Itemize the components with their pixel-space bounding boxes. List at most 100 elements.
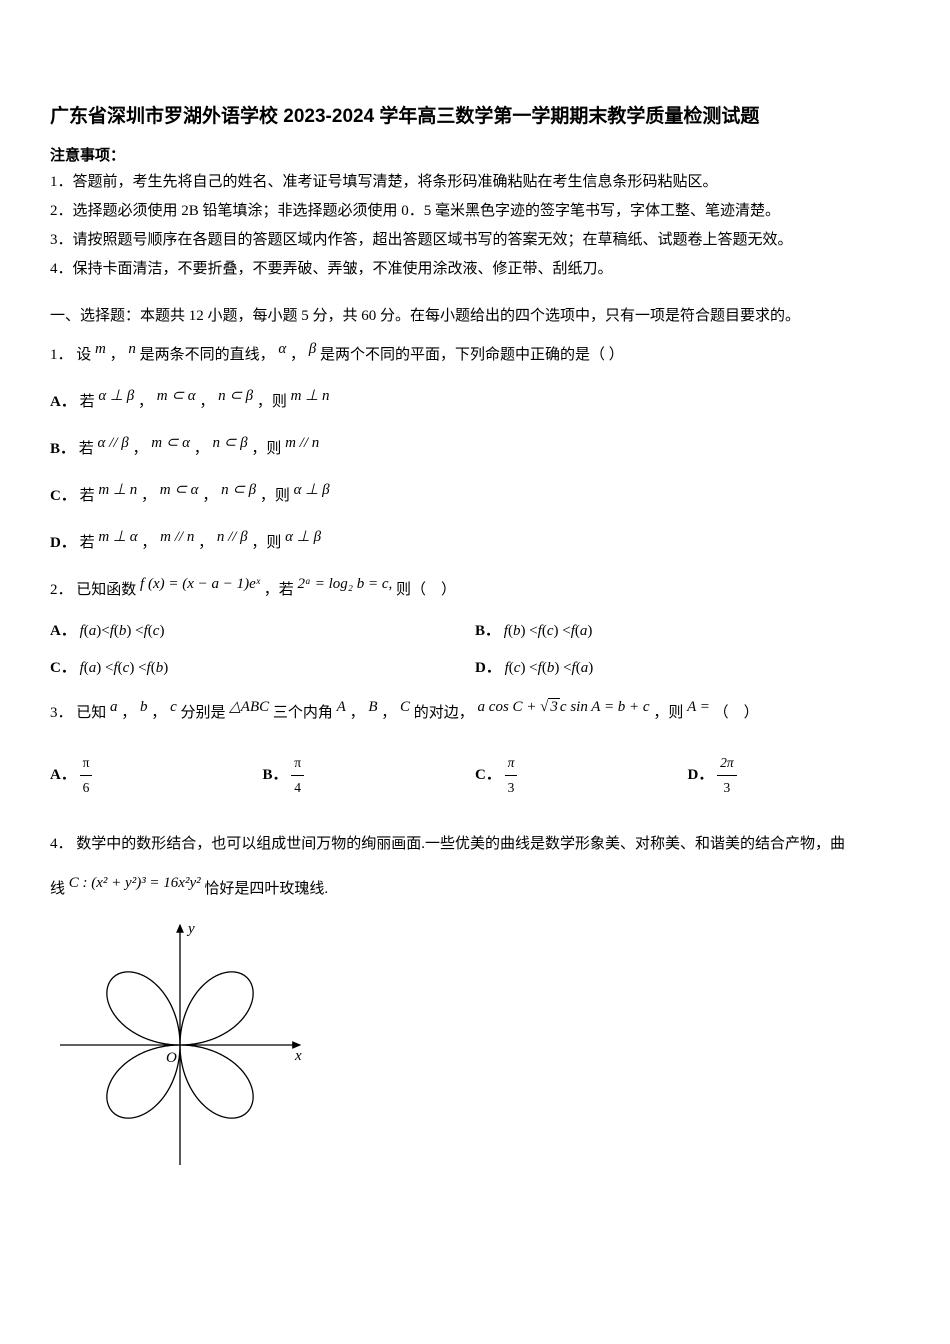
q3-equation: a cos C + √3c sin A = b + c bbox=[478, 699, 654, 715]
q3-text: ，则 bbox=[653, 705, 683, 721]
option-result: m ⊥ n bbox=[291, 388, 330, 404]
option-prefix: 若 bbox=[80, 535, 95, 551]
q3-paren: （ ） bbox=[714, 705, 759, 721]
q1-prefix: 设 bbox=[76, 347, 91, 363]
notice-item: 3．请按照题号顺序在各题目的答题区域内作答，超出答题区域书写的答案无效；在草稿纸… bbox=[50, 227, 900, 254]
option-label: B． bbox=[475, 623, 500, 639]
option-label: C． bbox=[50, 488, 76, 504]
option-sep: ， bbox=[198, 535, 213, 551]
section-1-header: 一、选择题：本题共 12 小题，每小题 5 分，共 60 分。在每小题给出的四个… bbox=[50, 303, 900, 330]
option-sep: ， bbox=[194, 441, 209, 457]
q1-sep: ， bbox=[290, 347, 305, 363]
q1-var-m: m bbox=[95, 341, 106, 357]
q2-cond: 2ᵃ = log₂ b = c, bbox=[298, 576, 393, 592]
q2-option-a: A． f(a)<f(b) <f(c) bbox=[50, 618, 475, 645]
q3-var: B bbox=[368, 699, 377, 715]
q4-curve: C : (x² + y²)³ = 16x²y² bbox=[69, 875, 201, 891]
question-1: 1． 设 m ， n 是两条不同的直线， α ， β 是两个不同的平面，下列命题… bbox=[50, 342, 900, 369]
option-cond: α // β bbox=[98, 435, 129, 451]
q2-sep: ，若 bbox=[264, 582, 294, 598]
option-sep: ， bbox=[199, 394, 214, 410]
fraction: π 3 bbox=[505, 751, 518, 801]
q3-option-b: B． π 4 bbox=[263, 751, 476, 801]
q4-text-suffix: 恰好是四叶玫瑰线. bbox=[204, 881, 328, 897]
q2-option-b: B． f(b) <f(c) <f(a) bbox=[475, 618, 900, 645]
q1-option-c: C． 若 m ⊥ n ， m ⊂ α ， n ⊂ β ，则 α ⊥ β bbox=[50, 483, 900, 510]
q3-var: a bbox=[110, 699, 118, 715]
q3-number: 3． bbox=[50, 705, 73, 721]
option-label: A． bbox=[50, 394, 76, 410]
q3-text: 分别是 bbox=[180, 705, 225, 721]
option-cond: m ⊂ α bbox=[157, 388, 196, 404]
q3-text: 三个内角 bbox=[273, 705, 333, 721]
q3-var: c bbox=[170, 699, 177, 715]
fraction: π 6 bbox=[80, 751, 93, 801]
q1-option-b: B． 若 α // β ， m ⊂ α ， n ⊂ β ，则 m // n bbox=[50, 436, 900, 463]
option-label: D． bbox=[50, 535, 76, 551]
option-sep: ，则 bbox=[251, 535, 281, 551]
q1-sep: ， bbox=[110, 347, 125, 363]
option-sep: ， bbox=[132, 441, 147, 457]
option-prefix: 若 bbox=[80, 394, 95, 410]
origin-label: O bbox=[166, 1050, 177, 1066]
q1-var-n: n bbox=[128, 341, 136, 357]
y-axis-label: y bbox=[186, 921, 195, 937]
option-sep: ， bbox=[202, 488, 217, 504]
q3-option-d: D． 2π 3 bbox=[688, 751, 901, 801]
notice-item: 2．选择题必须使用 2B 铅笔填涂；非选择题必须使用 0．5 毫米黑色字迹的签字… bbox=[50, 198, 900, 225]
option-text: f(a)<f(b) <f(c) bbox=[80, 623, 165, 639]
option-sep: ， bbox=[138, 394, 153, 410]
q3-sep: ， bbox=[151, 705, 166, 721]
option-text: f(b) <f(c) <f(a) bbox=[504, 623, 593, 639]
notice-header: 注意事项： bbox=[50, 142, 900, 169]
option-cond: α ⊥ β bbox=[98, 388, 134, 404]
q1-text: 是两条不同的直线， bbox=[140, 347, 275, 363]
q3-option-a: A． π 6 bbox=[50, 751, 263, 801]
option-label: B． bbox=[50, 441, 75, 457]
option-label: C． bbox=[50, 660, 76, 676]
question-4-line2: 线 C : (x² + y²)³ = 16x²y² 恰好是四叶玫瑰线. bbox=[50, 876, 900, 903]
question-3: 3． 已知 a ， b ， c 分别是 △ABC 三个内角 A ， B ， C … bbox=[50, 700, 900, 727]
q2-options-row1: A． f(a)<f(b) <f(c) B． f(b) <f(c) <f(a) bbox=[50, 618, 900, 645]
option-label: D． bbox=[688, 767, 714, 783]
option-prefix: 若 bbox=[79, 441, 94, 457]
q3-options: A． π 6 B． π 4 C． π 3 D． 2π 3 bbox=[50, 751, 900, 801]
q3-prefix: 已知 bbox=[76, 705, 106, 721]
fraction: 2π 3 bbox=[717, 751, 737, 801]
q3-var: C bbox=[400, 699, 410, 715]
q1-var-beta: β bbox=[309, 341, 316, 357]
option-cond: n // β bbox=[217, 529, 248, 545]
q3-var: b bbox=[140, 699, 148, 715]
q4-text-prefix: 线 bbox=[50, 881, 65, 897]
q1-var-alpha: α bbox=[278, 341, 286, 357]
option-sep: ， bbox=[141, 488, 156, 504]
q2-option-c: C． f(a) <f(c) <f(b) bbox=[50, 655, 475, 682]
option-result: m // n bbox=[285, 435, 319, 451]
option-cond: m ⊂ α bbox=[151, 435, 190, 451]
q1-option-a: A． 若 α ⊥ β ， m ⊂ α ， n ⊂ β ，则 m ⊥ n bbox=[50, 389, 900, 416]
option-cond: m // n bbox=[160, 529, 194, 545]
option-text: f(a) <f(c) <f(b) bbox=[80, 660, 169, 676]
q4-text: 数学中的数形结合，也可以组成世间万物的绚丽画面.一些优美的曲线是数学形象美、对称… bbox=[76, 836, 845, 852]
four-leaf-rose-graph: x y O bbox=[50, 915, 900, 1185]
q3-triangle: △ABC bbox=[229, 699, 269, 715]
notice-item: 1．答题前，考生先将自己的姓名、准考证号填写清楚，将条形码准确粘贴在考生信息条形… bbox=[50, 169, 900, 196]
option-sep: ，则 bbox=[260, 488, 290, 504]
fraction: π 4 bbox=[291, 751, 304, 801]
q3-sep: ， bbox=[350, 705, 365, 721]
option-cond: n ⊂ β bbox=[213, 435, 248, 451]
q3-var: A bbox=[337, 699, 346, 715]
q3-sep: ， bbox=[121, 705, 136, 721]
q2-suffix: 则（ ） bbox=[396, 582, 456, 598]
q2-number: 2． bbox=[50, 582, 73, 598]
q2-options-row2: C． f(a) <f(c) <f(b) D． f(c) <f(b) <f(a) bbox=[50, 655, 900, 682]
option-sep: ， bbox=[141, 535, 156, 551]
option-cond: n ⊂ β bbox=[221, 482, 256, 498]
x-axis-label: x bbox=[294, 1048, 302, 1064]
q1-number: 1． bbox=[50, 347, 73, 363]
option-result: α ⊥ β bbox=[294, 482, 330, 498]
question-4: 4． 数学中的数形结合，也可以组成世间万物的绚丽画面.一些优美的曲线是数学形象美… bbox=[50, 831, 900, 858]
option-label: C． bbox=[475, 767, 501, 783]
exam-title: 广东省深圳市罗湖外语学校 2023-2024 学年高三数学第一学期期末教学质量检… bbox=[50, 100, 900, 134]
option-label: B． bbox=[263, 767, 288, 783]
